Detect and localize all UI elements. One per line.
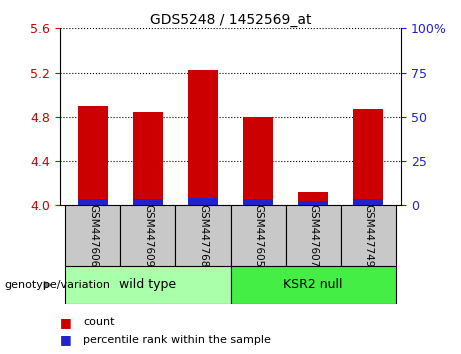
FancyBboxPatch shape bbox=[230, 266, 396, 304]
Text: GSM447609: GSM447609 bbox=[143, 204, 153, 267]
Text: GSM447605: GSM447605 bbox=[253, 204, 263, 267]
Bar bbox=[133, 199, 163, 205]
Text: GSM447607: GSM447607 bbox=[308, 204, 318, 267]
FancyBboxPatch shape bbox=[285, 205, 341, 266]
Bar bbox=[188, 70, 218, 205]
Bar bbox=[78, 106, 108, 205]
Text: GSM447768: GSM447768 bbox=[198, 204, 208, 267]
Text: GSM447749: GSM447749 bbox=[363, 204, 373, 267]
FancyBboxPatch shape bbox=[120, 205, 176, 266]
Bar bbox=[243, 118, 273, 205]
Bar bbox=[243, 199, 273, 205]
Bar bbox=[298, 201, 328, 205]
FancyBboxPatch shape bbox=[65, 205, 120, 266]
Bar bbox=[353, 199, 383, 205]
FancyBboxPatch shape bbox=[341, 205, 396, 266]
Text: percentile rank within the sample: percentile rank within the sample bbox=[83, 335, 271, 345]
FancyBboxPatch shape bbox=[65, 266, 230, 304]
Text: wild type: wild type bbox=[119, 279, 177, 291]
Bar bbox=[298, 192, 328, 205]
Bar bbox=[133, 112, 163, 205]
Text: ■: ■ bbox=[60, 333, 71, 346]
Bar bbox=[78, 199, 108, 205]
Bar bbox=[188, 198, 218, 205]
Title: GDS5248 / 1452569_at: GDS5248 / 1452569_at bbox=[150, 13, 311, 27]
Text: KSR2 null: KSR2 null bbox=[283, 279, 343, 291]
Bar bbox=[353, 109, 383, 205]
Text: GSM447606: GSM447606 bbox=[88, 204, 98, 267]
Text: ■: ■ bbox=[60, 316, 71, 329]
Text: count: count bbox=[83, 317, 114, 327]
Text: genotype/variation: genotype/variation bbox=[5, 280, 111, 290]
FancyBboxPatch shape bbox=[230, 205, 285, 266]
FancyBboxPatch shape bbox=[176, 205, 230, 266]
